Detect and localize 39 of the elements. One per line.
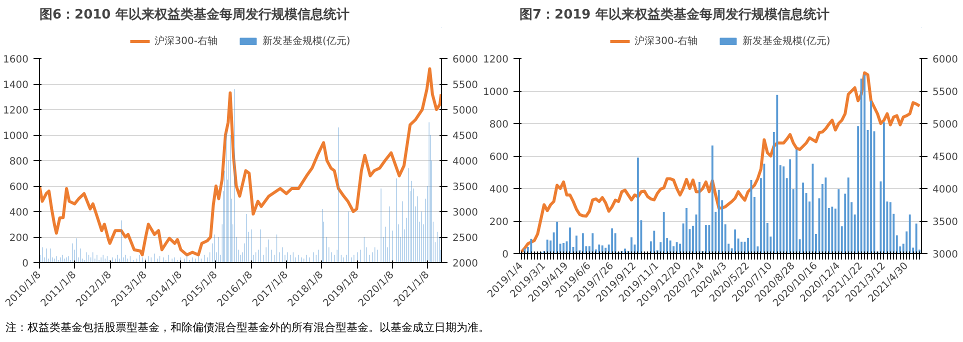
legend-label: 新发基金规模(亿元) — [262, 34, 350, 48]
y2-tick-label: 4000 — [452, 156, 478, 168]
y-tick-label: 0 — [502, 250, 509, 260]
y2-tick-label: 3000 — [932, 250, 958, 260]
y-tick-label: 1200 — [3, 106, 29, 116]
y-tick-label: 600 — [9, 182, 29, 193]
y2-tick-label: 6000 — [932, 54, 958, 66]
y-tick-label: 1200 — [483, 54, 509, 66]
text: 注：权益类基金包括股票型基金，和除偏债混合型基金外的所有混合型基金。以基金成立日期为准。 — [5, 321, 490, 334]
y2-tick-label: 3000 — [452, 208, 478, 218]
y2-tick-label: 5000 — [932, 120, 958, 130]
legend-label: 沪深300-右轴 — [154, 34, 218, 48]
y2-tick-label: 4000 — [932, 184, 958, 196]
y-tick-label: 400 — [9, 208, 29, 218]
y2-tick-label: 3500 — [932, 217, 958, 228]
y-tick-label: 600 — [489, 152, 509, 163]
y-tick-label: 0 — [22, 258, 29, 270]
y-tick-label: 200 — [489, 217, 509, 228]
y-tick-label: 800 — [489, 120, 509, 130]
y2-tick-label: 3500 — [452, 182, 478, 193]
y-tick-label: 200 — [9, 233, 29, 244]
y2-tick-label: 4500 — [932, 152, 958, 163]
y2-tick-label: 2000 — [452, 258, 478, 270]
legend-label: 新发基金规模(亿元) — [742, 34, 830, 48]
y-tick-label: 1600 — [3, 54, 29, 66]
y-tick-label: 1000 — [483, 87, 509, 98]
y-tick-label: 1400 — [3, 80, 29, 91]
legend-label: 沪深300-右轴 — [634, 34, 698, 48]
chart-title: 图6：2010 年以来权益类基金每周发行规模信息统计 — [40, 6, 350, 22]
y2-tick-label: 4500 — [452, 131, 478, 142]
y2-tick-label: 6000 — [452, 54, 478, 66]
y-tick-label: 1000 — [3, 131, 29, 142]
y2-tick-label: 2500 — [452, 233, 478, 244]
y-tick-label: 800 — [9, 156, 29, 168]
chart-title: 图7：2019 年以来权益类基金每周发行规模信息统计 — [520, 6, 830, 22]
y2-tick-label: 5500 — [932, 87, 958, 98]
y-tick-label: 400 — [489, 184, 509, 196]
y2-tick-label: 5000 — [452, 106, 478, 116]
y2-tick-label: 5500 — [452, 80, 478, 91]
